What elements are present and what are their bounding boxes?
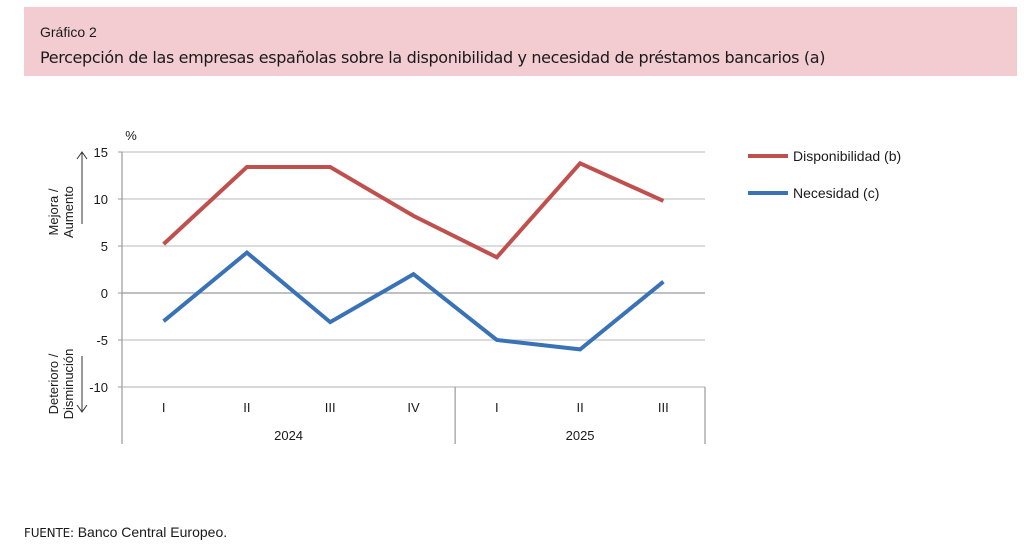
annotation-up-line: Mejora /: [46, 188, 61, 235]
up-arrowhead-icon: [76, 151, 88, 160]
annotation-up: Mejora / Aumento: [46, 186, 76, 238]
annotation-down-line: Disminución: [61, 349, 76, 420]
annotation-down: Deterioro / Disminución: [46, 349, 76, 420]
axis-annotations: Mejora / Aumento Deterioro / Disminución: [46, 151, 88, 420]
x-tick-label: I: [162, 400, 166, 415]
legend-label: Necesidad (c): [793, 185, 879, 201]
axes: [118, 151, 706, 444]
chart-title: Percepción de las empresas españolas sob…: [40, 48, 826, 67]
series-line-disponibilidad: [162, 160, 665, 260]
legend-label: Disponibilidad (b): [793, 148, 901, 164]
y-tick-labels: 15 10 5 0 -5 -10%: [89, 128, 137, 395]
chart-number: Gráfico 2: [40, 24, 97, 40]
gridlines: [122, 151, 705, 388]
y-tick-label: 0: [101, 286, 108, 301]
series-lines: [162, 160, 665, 352]
y-unit-label: %: [125, 128, 137, 143]
source-text: Banco Central Europeo.: [73, 524, 228, 540]
x-tick-label: II: [576, 400, 583, 415]
x-tick-label: II: [243, 400, 250, 415]
x-tick-label: IV: [407, 400, 420, 415]
annotation-up-line: Aumento: [61, 186, 76, 238]
source-note: FUENTE: Banco Central Europeo.: [24, 524, 227, 540]
chart-header: Gráfico 2 Percepción de las empresas esp…: [24, 7, 1017, 76]
annotation-down-line: Deterioro /: [46, 353, 61, 414]
source-label: FUENTE:: [24, 526, 74, 540]
down-arrowhead-icon: [76, 404, 88, 413]
y-tick-label: 15: [94, 145, 108, 160]
x-tick-label: III: [325, 400, 336, 415]
x-tick-label: III: [658, 400, 669, 415]
series-line-necesidad: [162, 250, 665, 352]
x-group-label: 2025: [566, 428, 595, 443]
y-tick-label: -10: [89, 380, 108, 395]
y-tick-label: 5: [101, 239, 108, 254]
y-tick-label: 10: [94, 192, 108, 207]
y-tick-label: -5: [96, 333, 108, 348]
x-tick-label: I: [495, 400, 499, 415]
legend: Disponibilidad (b) Necesidad (c): [748, 148, 901, 201]
x-group-label: 2024: [274, 428, 303, 443]
